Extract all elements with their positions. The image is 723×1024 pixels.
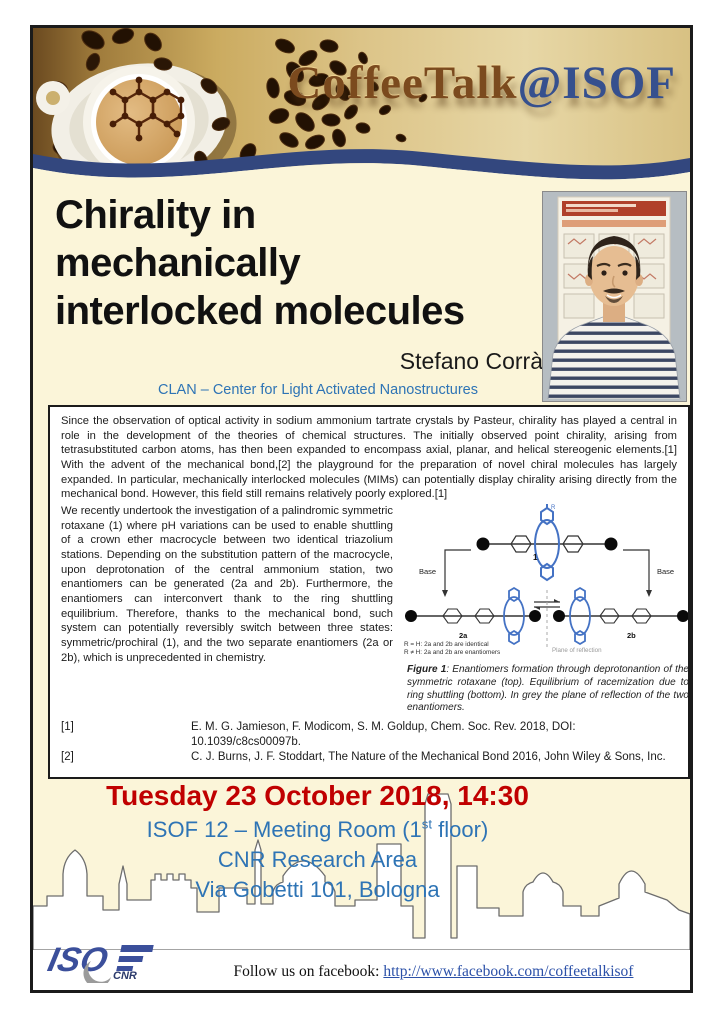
cnr-logo-text: CNR [113, 970, 137, 982]
reference-text: E. M. G. Jamieson, F. Modicom, S. M. Gol… [191, 721, 576, 749]
base-label-right: Base [657, 567, 674, 576]
abstract-paragraph-1: Since the observation of optical activit… [61, 415, 677, 501]
coffeetalk-poster: CoffeeTalk@ISOF Chirality in mechanicall… [30, 25, 693, 993]
figure-caption: Figure 1: Enantiomers formation through … [401, 664, 689, 715]
figure-column: R 1 Base Base [393, 504, 689, 715]
figure-caption-label: Figure 1 [407, 664, 447, 676]
macrocycle-2a [503, 586, 525, 646]
page-title: Chirality in mechanically interlocked mo… [55, 191, 555, 335]
speaker-photo-image [543, 192, 684, 400]
references: [1] E. M. G. Jamieson, F. Modicom, S. M.… [61, 720, 677, 765]
brand-coffeetalk: CoffeeTalk [287, 57, 518, 109]
wave-divider [33, 149, 690, 196]
reference-row: [2] C. J. Burns, J. F. Stoddart, The Nat… [61, 750, 677, 765]
abstract-paragraph-2: We recently undertook the investigation … [61, 505, 393, 664]
macrocycle-2b [569, 586, 591, 646]
speaker-affiliation: CLAN – Center for Light Activated Nanost… [158, 382, 478, 398]
compound-1-label: 1 [533, 553, 538, 562]
event-room: ISOF 12 – Meeting Room (1st floor) [33, 815, 602, 845]
facebook-link[interactable]: http://www.facebook.com/coffeetalkisof [383, 963, 634, 980]
macrocycle-1 [534, 504, 560, 582]
wave-cream [33, 163, 690, 196]
isof-logo-image: ISO CNR [45, 941, 154, 988]
speaker-name: Stefano Corrà [399, 348, 543, 374]
footer-bar: ISO CNR Follow us on facebook: http://ww… [33, 941, 690, 990]
title-line-1: Chirality in [55, 193, 256, 237]
reference-number: [2] [61, 751, 74, 764]
molecule-dots [109, 76, 185, 142]
abstract-row: We recently undertook the investigation … [61, 504, 688, 715]
compound-2b-label: 2b [627, 631, 636, 640]
event-room-post: floor) [432, 817, 489, 842]
event-datetime: Tuesday 23 October 2018, 14:30 [106, 780, 529, 811]
compound-2b-structure: 2b [553, 586, 688, 646]
legend-enantiomers: R ≠ H: 2a and 2b are enantiomers [404, 649, 500, 656]
wave-ribbon [33, 149, 690, 180]
speaker-block: Stefano Corrà CLAN – Center for Light Ac… [93, 348, 543, 398]
logo-crescent [83, 961, 111, 988]
coffee-beans [52, 28, 428, 163]
facebook-line: Follow us on facebook: http://www.facebo… [183, 963, 684, 981]
speaker-figure [547, 236, 681, 400]
base-arrows [442, 549, 652, 598]
bologna-skyline [33, 793, 690, 950]
skyline-silhouette [33, 793, 690, 950]
brand-isof: @ISOF [517, 57, 676, 109]
coffee-cup [36, 52, 237, 168]
speaker-photo [542, 191, 687, 402]
base-label-left: Base [419, 567, 436, 576]
reference-number: [1] [61, 721, 74, 734]
r-group-label: R [551, 505, 556, 511]
header-banner: CoffeeTalk@ISOF [33, 28, 690, 168]
abstract-box: Since the observation of optical activit… [48, 405, 690, 779]
coffee-banner-image [33, 28, 690, 168]
event-info: Tuesday 23 October 2018, 14:30 ISOF 12 –… [33, 780, 602, 905]
figure-caption-text: : Enantiomers formation through deproton… [407, 664, 689, 714]
facebook-label: Follow us on facebook: [233, 963, 384, 980]
event-address: Via Gobetti 101, Bologna [195, 876, 440, 902]
compound-2a-label: 2a [459, 631, 468, 640]
plane-label: Plane of reflection [552, 647, 602, 654]
reference-text: C. J. Burns, J. F. Stoddart, The Nature … [191, 751, 666, 764]
title-line-3: interlocked molecules [55, 289, 465, 333]
event-location: ISOF 12 – Meeting Room (1st floor) CNR R… [33, 815, 602, 905]
legend-identical: R = H: 2a and 2b are identical [404, 641, 489, 648]
isof-logo-text: ISO [45, 941, 112, 979]
brand-title: CoffeeTalk@ISOF [287, 56, 676, 110]
title-line-2: mechanically [55, 241, 301, 285]
event-area: CNR Research Area [217, 846, 418, 872]
event-room-sup: st [421, 816, 433, 832]
isof-cnr-logo: ISO CNR [39, 939, 169, 988]
reference-row: [1] E. M. G. Jamieson, F. Modicom, S. M.… [61, 720, 677, 750]
compound-1-structure: R 1 [476, 504, 618, 582]
compound-2a-structure: 2a [405, 586, 541, 646]
event-room-pre: ISOF 12 – Meeting Room (1 [146, 817, 422, 842]
figure-1-scheme: R 1 Base Base [404, 504, 688, 656]
